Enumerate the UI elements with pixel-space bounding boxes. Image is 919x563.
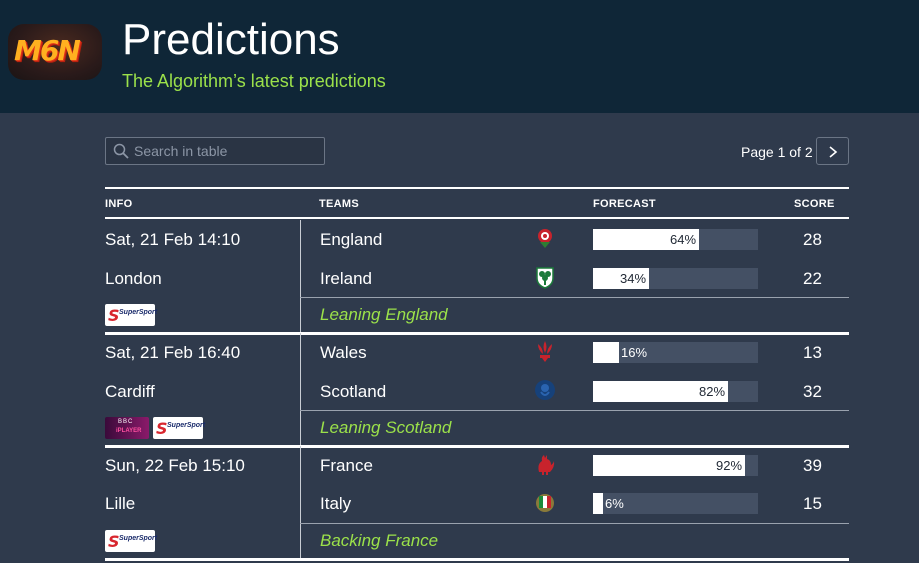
page-title: Predictions: [122, 15, 340, 64]
forecast-bar: 64%: [593, 229, 758, 250]
supersport-logo[interactable]: S SuperSport: [105, 530, 158, 552]
iplayer-wordmark: iPLAYER: [116, 428, 142, 434]
row-divider: [300, 410, 849, 411]
column-header-teams[interactable]: TEAMS: [319, 198, 359, 210]
logo-text: M6N: [14, 34, 81, 67]
search-icon: [113, 143, 129, 159]
forecast-bar-fill: [593, 229, 699, 250]
match-venue: London: [105, 269, 162, 288]
away-team: Scotland: [320, 382, 387, 401]
m6n-logo[interactable]: M6N: [8, 24, 102, 80]
forecast-bar-fill: [593, 381, 728, 402]
forecast-bar-fill: [593, 268, 649, 289]
supersport-wordmark: SuperSport: [167, 422, 206, 429]
forecast-value: 82%: [699, 384, 726, 399]
match-row: Sat, 21 Feb 14:10 London England 64% 28 …: [105, 220, 849, 335]
match-row: Sun, 22 Feb 15:10 Lille France 92% 39 It…: [105, 446, 849, 561]
row-divider: [300, 297, 849, 298]
supersport-wordmark: SuperSport: [119, 535, 158, 542]
forecast-value: 16%: [621, 345, 648, 360]
forecast-bar-fill: [593, 493, 603, 514]
bbc-iplayer-logo[interactable]: BBC iPLAYER: [105, 417, 149, 439]
forecast-bar: 16%: [593, 342, 758, 363]
forecast-bar-fill: [593, 455, 745, 476]
column-header-forecast[interactable]: FORECAST: [593, 198, 656, 210]
match-row: Sat, 21 Feb 16:40 Cardiff Wales 16% 13 S…: [105, 333, 849, 448]
search-box: [105, 137, 325, 165]
forecast-value: 92%: [716, 458, 743, 473]
column-divider: [300, 446, 301, 559]
away-team: Ireland: [320, 269, 372, 288]
home-score: 39: [803, 456, 822, 475]
match-datetime: Sun, 22 Feb 15:10: [105, 456, 245, 475]
shamrock-icon: [536, 267, 554, 289]
chevron-right-icon: [829, 146, 838, 158]
column-divider: [300, 333, 301, 446]
italy-shield-icon: [536, 494, 554, 512]
away-score: 15: [803, 494, 822, 513]
away-score: 22: [803, 269, 822, 288]
pagination-label: Page 1 of 2: [741, 144, 813, 160]
table-header: INFO TEAMS FORECAST SCORE: [105, 187, 849, 219]
thistle-icon: [535, 380, 555, 400]
match-datetime: Sat, 21 Feb 14:10: [105, 230, 241, 249]
forecast-bar: 34%: [593, 268, 758, 289]
away-team: Italy: [320, 494, 352, 513]
home-team: England: [320, 230, 383, 249]
forecast-value: 34%: [620, 271, 647, 286]
bbc-wordmark: BBC: [118, 419, 134, 425]
forecast-value: 64%: [670, 232, 697, 247]
match-datetime: Sat, 21 Feb 16:40: [105, 343, 241, 362]
home-score: 28: [803, 230, 822, 249]
supersport-s: S: [156, 419, 168, 438]
prediction-verdict: Leaning England: [320, 305, 448, 324]
rooster-icon: [538, 455, 555, 475]
supersport-logo[interactable]: S SuperSport: [153, 417, 206, 439]
prediction-verdict: Leaning Scotland: [320, 418, 452, 437]
home-team: France: [320, 456, 373, 475]
next-page-button[interactable]: [816, 137, 849, 165]
row-divider: [300, 523, 849, 524]
forecast-bar: 82%: [593, 381, 758, 402]
supersport-wordmark: SuperSport: [119, 309, 158, 316]
forecast-bar-fill: [593, 342, 619, 363]
away-score: 32: [803, 382, 822, 401]
page-subtitle: The Algorithm’s latest predictions: [122, 71, 386, 91]
match-divider: [105, 332, 849, 335]
column-divider: [300, 220, 301, 333]
search-input[interactable]: [134, 141, 320, 161]
column-header-score[interactable]: SCORE: [794, 198, 835, 210]
match-divider: [105, 445, 849, 448]
supersport-s: S: [108, 532, 120, 551]
rose-icon: [538, 229, 552, 248]
supersport-s: S: [108, 306, 120, 325]
match-divider: [105, 558, 849, 561]
forecast-bar: 92%: [593, 455, 758, 476]
match-venue: Lille: [105, 494, 136, 513]
column-header-info[interactable]: INFO: [105, 198, 133, 210]
prediction-verdict: Backing France: [320, 531, 439, 550]
match-venue: Cardiff: [105, 382, 155, 401]
supersport-logo[interactable]: S SuperSport: [105, 304, 158, 326]
forecast-value: 6%: [605, 496, 624, 511]
page-header: M6N Predictions The Algorithm’s latest p…: [0, 0, 919, 113]
forecast-bar: 6%: [593, 493, 758, 514]
feathers-icon: [538, 341, 552, 362]
home-team: Wales: [320, 343, 367, 362]
home-score: 13: [803, 343, 822, 362]
